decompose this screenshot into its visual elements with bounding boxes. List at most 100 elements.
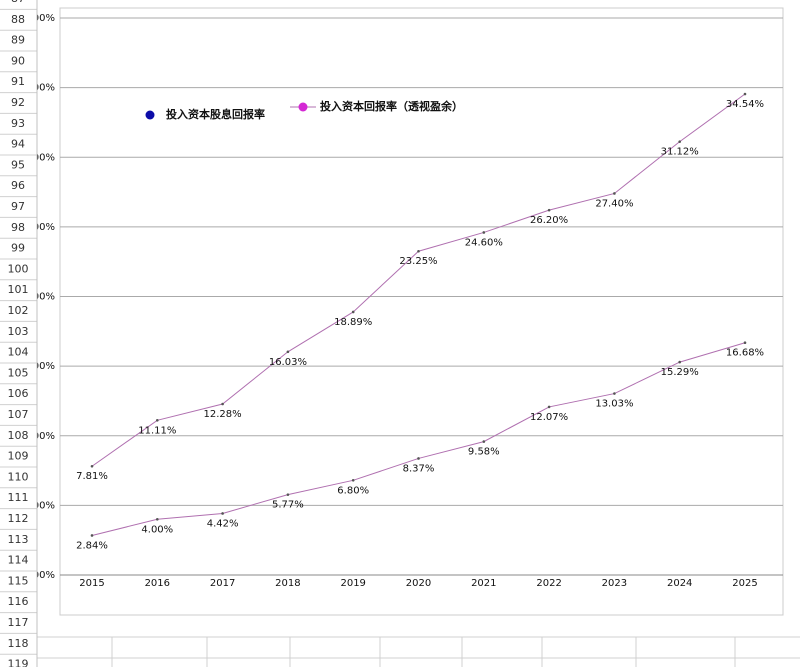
x-tick-label: 2022 (536, 578, 561, 589)
data-label: 2.84% (76, 540, 108, 551)
row-number: 117 (8, 616, 29, 629)
x-tick-label: 2021 (471, 578, 496, 589)
row-number: 90 (11, 54, 25, 67)
data-label: 18.89% (334, 317, 372, 328)
row-number: 118 (8, 637, 29, 650)
data-label: 7.81% (76, 471, 108, 482)
row-number: 116 (8, 595, 29, 608)
row-number: 110 (8, 470, 29, 483)
x-tick-label: 2016 (145, 578, 170, 589)
row-number: 96 (11, 179, 25, 192)
row-number: 92 (11, 96, 25, 109)
point (90, 464, 94, 468)
row-number: 103 (8, 325, 29, 338)
row-number: 88 (11, 13, 25, 26)
row-number: 94 (11, 138, 25, 151)
point (221, 512, 224, 515)
point (482, 231, 486, 234)
legend-label: 投入资本股息回报率 (166, 107, 265, 121)
point (221, 402, 224, 406)
point (286, 350, 290, 354)
row-number: 104 (8, 346, 29, 359)
row-number: 87 (11, 0, 25, 5)
row-number: 106 (8, 387, 29, 400)
row-number: 119 (8, 658, 29, 667)
point (351, 310, 355, 314)
row-header-column (0, 0, 37, 667)
point (156, 418, 159, 422)
point (743, 92, 747, 96)
data-label: 13.03% (595, 399, 633, 410)
data-label: 23.25% (399, 256, 437, 267)
row-number: 108 (8, 429, 29, 442)
data-label: 12.07% (530, 412, 568, 423)
point (547, 405, 551, 409)
row-number: 89 (11, 34, 25, 47)
row-number: 102 (8, 304, 29, 317)
x-tick-label: 2025 (732, 578, 757, 589)
x-tick-label: 2023 (602, 578, 627, 589)
row-number: 105 (8, 366, 29, 379)
row-number: 107 (8, 408, 29, 421)
x-tick-label: 2019 (340, 578, 365, 589)
point (417, 249, 420, 253)
data-label: 9.58% (468, 447, 500, 458)
x-tick-label: 2015 (79, 578, 104, 589)
row-number: 93 (11, 117, 25, 130)
legend-marker (298, 102, 308, 112)
data-label: 31.12% (661, 147, 699, 158)
data-label: 24.60% (465, 237, 503, 248)
row-number: 115 (8, 574, 29, 587)
point (417, 457, 420, 460)
point (156, 518, 159, 521)
legend-label: 投入资本回报率（透视盈余） (320, 99, 463, 113)
point (547, 208, 551, 212)
row-number: 95 (11, 158, 25, 171)
point (743, 341, 747, 345)
data-label: 34.54% (726, 99, 764, 110)
x-tick-label: 2020 (406, 578, 431, 589)
legend-marker (145, 110, 155, 120)
data-label: 12.28% (204, 409, 242, 420)
data-label: 11.11% (138, 425, 176, 436)
data-label: 16.03% (269, 357, 307, 368)
y-tick-label: 0.00% (23, 570, 55, 581)
y-tick-label: 5.00% (23, 500, 55, 511)
row-headers: 87 88 89 90 91 92 93 94 95 96 97 98 99 100 101 102 103 10… (0, 0, 38, 667)
data-label: 8.37% (403, 463, 435, 474)
row-number: 97 (11, 200, 25, 213)
data-label: 4.42% (207, 518, 239, 529)
row-number: 113 (8, 533, 29, 546)
data-label: 27.40% (595, 198, 633, 209)
data-label: 4.00% (141, 524, 173, 535)
row-number: 91 (11, 75, 25, 88)
chart: 0.00%5.00%10.00%15.00%20.00%25.00%30.00%… (17, 7, 784, 616)
row-number: 101 (8, 283, 29, 296)
point (678, 360, 681, 364)
row-number: 99 (11, 242, 25, 255)
row-number: 109 (8, 450, 29, 463)
row-number: 98 (11, 221, 25, 234)
row-number: 111 (8, 491, 29, 504)
point (678, 140, 681, 143)
data-label: 15.29% (661, 367, 699, 378)
data-label: 16.68% (726, 348, 764, 359)
row-number: 114 (8, 554, 29, 567)
point (482, 440, 486, 443)
plot-area (59, 7, 784, 616)
row-number: 100 (8, 262, 29, 275)
point (351, 479, 355, 482)
data-label: 6.80% (337, 485, 369, 496)
point (90, 534, 94, 537)
point (613, 192, 616, 195)
cell-grid (37, 636, 800, 667)
data-label: 5.77% (272, 500, 304, 511)
x-tick-label: 2017 (210, 578, 235, 589)
point (613, 392, 616, 395)
row-number: 112 (8, 512, 29, 525)
x-tick-label: 2018 (275, 578, 300, 589)
data-label: 26.20% (530, 215, 568, 226)
x-tick-label: 2024 (667, 578, 692, 589)
point (286, 493, 290, 496)
